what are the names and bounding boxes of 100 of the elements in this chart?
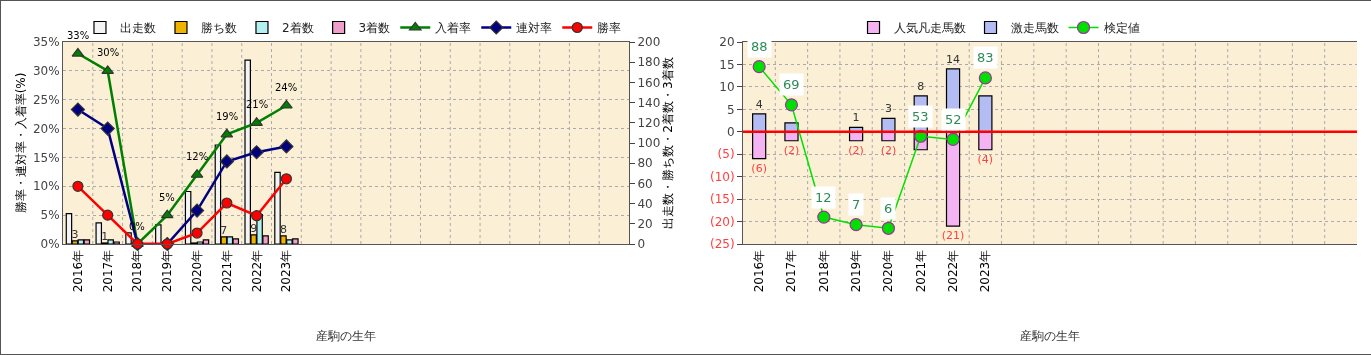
data-label: (2) — [783, 143, 800, 157]
x-tick-label: 2016年 — [70, 249, 85, 293]
y-tick-label: 10% — [32, 179, 60, 194]
point — [279, 139, 294, 154]
bar — [95, 222, 103, 244]
y-tick-label: 10 — [719, 80, 735, 95]
y-tick-label: (10) — [709, 169, 735, 184]
x-tick-label: 2018年 — [130, 249, 145, 293]
legend-label: 2着数 — [281, 21, 314, 36]
bar — [155, 224, 162, 244]
bar — [978, 95, 993, 133]
y2-tick-label: 180 — [637, 55, 661, 70]
legend-label: 出走数 — [119, 21, 156, 36]
x-tick-label: 2017年 — [784, 249, 799, 293]
point — [752, 60, 766, 74]
y-tick-label: (15) — [709, 192, 735, 207]
annotation: 6 — [884, 201, 893, 216]
data-label: 7 — [220, 223, 228, 237]
point — [784, 98, 799, 112]
bar — [752, 113, 767, 133]
legend-label: 入着率 — [435, 21, 472, 36]
x-axis-title: 産駒の生年 — [1020, 329, 1080, 344]
point — [160, 209, 174, 219]
data-label: 1 — [101, 229, 109, 243]
y2-tick-label: 140 — [637, 95, 661, 110]
data-label: (6) — [751, 161, 767, 175]
point — [946, 132, 960, 146]
x-tick-label: 2019年 — [849, 249, 864, 293]
point — [881, 221, 896, 235]
y-tick-label: (5) — [717, 147, 735, 162]
bar — [978, 131, 993, 151]
annotation: 53 — [912, 109, 929, 124]
y-tick-label: 20 — [719, 35, 735, 50]
legend-label: 勝率 — [597, 21, 622, 36]
point — [978, 71, 992, 85]
point — [280, 173, 293, 185]
y-tick-label: (20) — [709, 214, 735, 229]
y-tick-label: 5 — [726, 102, 735, 117]
y2-tick-label: 120 — [637, 116, 661, 130]
point — [280, 99, 293, 109]
data-label: (2) — [880, 143, 897, 157]
point — [249, 145, 264, 160]
annotation: 69 — [783, 77, 800, 92]
data-label: 33% — [67, 30, 90, 41]
data-label: 3 — [884, 102, 892, 116]
x-tick-label: 2020年 — [189, 249, 204, 293]
y2-axis-title: 出走数・勝ち数・2着数・3着数 — [661, 57, 676, 229]
bar — [752, 131, 767, 160]
legend-label: 人気凡走馬数 — [893, 21, 966, 36]
y2-tick-label: 100 — [637, 136, 661, 151]
legend-label: 検定値 — [1103, 21, 1140, 36]
y-axis-title: 勝率・連対率・入着率(%) — [14, 72, 29, 214]
point — [191, 227, 203, 239]
y2-tick-label: 20 — [637, 217, 653, 231]
x-tick-label: 2022年 — [249, 249, 264, 293]
x-tick-label: 2023年 — [978, 249, 993, 293]
point — [189, 203, 205, 218]
point — [102, 209, 114, 221]
y2-tick-label: 0 — [637, 237, 646, 252]
point — [817, 210, 831, 224]
data-label: 14 — [946, 52, 961, 66]
y2-tick-label: 40 — [637, 196, 653, 211]
data-label: 5% — [159, 192, 175, 203]
point — [220, 128, 234, 138]
x-tick-label: 2017年 — [100, 249, 115, 293]
y2-tick-label: 160 — [637, 75, 661, 90]
y2-tick-label: 200 — [637, 35, 661, 50]
legend-label: 連対率 — [516, 21, 553, 36]
y2-tick-label: 60 — [637, 176, 653, 191]
y-tick-label: 15% — [32, 150, 60, 165]
legend-label: 勝ち数 — [200, 21, 237, 36]
y-tick-label: 0% — [40, 237, 60, 252]
y-tick-label: 25% — [32, 92, 60, 107]
point — [71, 47, 85, 57]
y-tick-label: 35% — [32, 35, 60, 50]
y-tick-label: 30% — [32, 64, 60, 79]
data-label: 3 — [71, 227, 79, 241]
bar — [881, 117, 896, 133]
y-tick-label: (25) — [709, 237, 735, 252]
x-tick-label: 2021年 — [913, 249, 928, 293]
data-label: (2) — [848, 143, 864, 157]
point — [70, 102, 85, 117]
data-label: (21) — [941, 229, 965, 243]
y-tick-label: 15 — [719, 57, 735, 72]
x-tick-label: 2021年 — [219, 249, 234, 293]
y-tick-label: 5% — [40, 208, 60, 223]
x-tick-label: 2016年 — [752, 249, 767, 293]
y2-tick-label: 80 — [637, 156, 653, 171]
x-axis-title: 産駒の生年 — [316, 329, 376, 344]
x-tick-label: 2019年 — [160, 249, 175, 293]
point — [251, 210, 263, 222]
data-label: 8 — [917, 79, 925, 93]
data-label: 1 — [852, 111, 860, 125]
data-label: 24% — [275, 82, 298, 93]
point — [72, 180, 84, 192]
x-tick-label: 2023年 — [279, 249, 294, 293]
data-label: 19% — [216, 111, 239, 122]
annotation: 52 — [945, 112, 962, 127]
point — [221, 197, 233, 209]
legend-label: 3着数 — [358, 21, 391, 36]
